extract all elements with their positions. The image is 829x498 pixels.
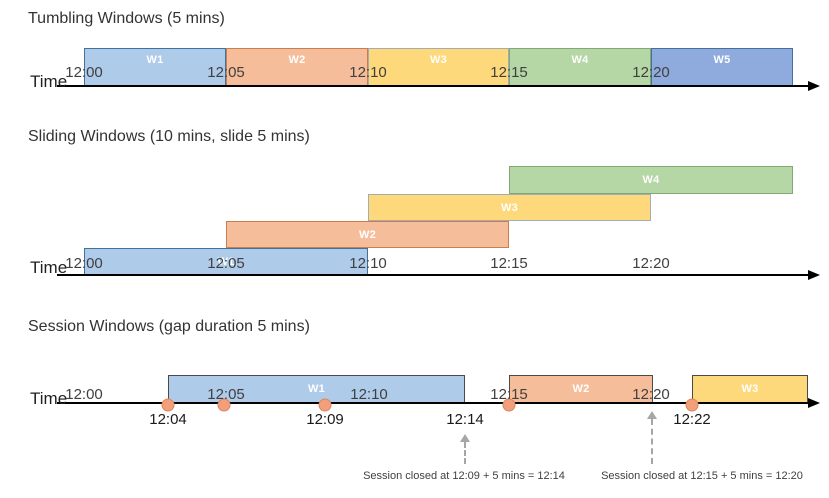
event-time-1209: 12:09 (306, 411, 344, 428)
sliding-window-w3: W3 (368, 194, 651, 221)
session-time-label: Time (30, 389, 68, 408)
session-window-w3: W3 (692, 375, 808, 403)
window-label: W2 (288, 54, 306, 66)
tumbling-window-w1: W1 (84, 48, 226, 86)
tumbling-window-w5: W5 (651, 48, 793, 86)
window-label: W3 (429, 54, 448, 66)
tumbling-tick-1220: 12:20 (632, 64, 670, 81)
tumbling-window-w4: W4 (509, 48, 651, 86)
event-dot-icon (217, 398, 231, 412)
sliding-window-w1: W1 (84, 248, 368, 276)
tumbling-timeline (57, 85, 810, 87)
window-label: W1 (307, 383, 326, 395)
session-tick-1210: 12:10 (350, 386, 388, 403)
annotation-arrow-icon (460, 434, 470, 442)
window-label: W3 (500, 201, 519, 214)
tumbling-window-w2: W2 (226, 48, 368, 86)
window-label: W5 (713, 54, 731, 66)
annotation-arrow-icon (647, 411, 657, 419)
event-time-1222: 12:22 (673, 411, 711, 428)
window-label: W1 (146, 54, 164, 66)
tumbling-tick-1215: 12:15 (490, 64, 528, 81)
sliding-time-label: Time (30, 258, 68, 277)
session-tick-1215: 12:15 (490, 386, 528, 403)
session-tick-1205: 12:05 (207, 386, 245, 403)
tumbling-tick-1200: 12:00 (65, 64, 103, 81)
event-time-1204: 12:04 (149, 411, 187, 428)
event-dot-icon (161, 398, 175, 412)
tumbling-time-label: Time (30, 72, 68, 91)
event-dot-icon (502, 398, 516, 412)
sliding-title: Sliding Windows (10 mins, slide 5 mins) (28, 128, 310, 145)
sliding-tick-1220: 12:20 (632, 255, 670, 272)
sliding-tick-1200: 12:00 (65, 255, 103, 272)
sliding-window-w4: W4 (509, 166, 793, 194)
window-label: W3 (741, 383, 759, 395)
sliding-timeline (57, 274, 810, 276)
session-timeline (57, 402, 810, 404)
session-tick-1200: 12:00 (65, 386, 103, 403)
sliding-window-w2: W2 (226, 221, 509, 248)
window-label: W1 (217, 256, 235, 268)
annotation-arrow-line (464, 442, 466, 464)
sliding-tick-1205: 12:05 (207, 255, 245, 272)
event-time-1214: 12:14 (446, 411, 484, 428)
window-label: W4 (642, 174, 660, 186)
sliding-tick-1215: 12:15 (490, 255, 528, 272)
tumbling-title: Tumbling Windows (5 mins) (28, 10, 225, 27)
session-title: Session Windows (gap duration 5 mins) (28, 318, 310, 335)
event-dot-icon (318, 398, 332, 412)
tumbling-tick-1210: 12:10 (349, 64, 387, 81)
sliding-tick-1210: 12:10 (349, 255, 387, 272)
tumbling-window-w3: W3 (368, 48, 509, 86)
window-label: W2 (358, 228, 377, 241)
annotation-arrow-line (651, 419, 653, 464)
session-closed-note-2: Session closed at 12:15 + 5 mins = 12:20 (601, 470, 803, 482)
timeline-arrow-icon (808, 81, 820, 91)
timeline-arrow-icon (808, 398, 820, 408)
timeline-arrow-icon (808, 270, 820, 280)
window-label: W2 (572, 383, 590, 395)
window-label: W4 (571, 54, 589, 66)
tumbling-tick-1205: 12:05 (207, 64, 245, 81)
session-closed-note-1: Session closed at 12:09 + 5 mins = 12:14 (363, 470, 565, 482)
event-dot-icon (685, 398, 699, 412)
session-tick-1220: 12:20 (632, 386, 670, 403)
